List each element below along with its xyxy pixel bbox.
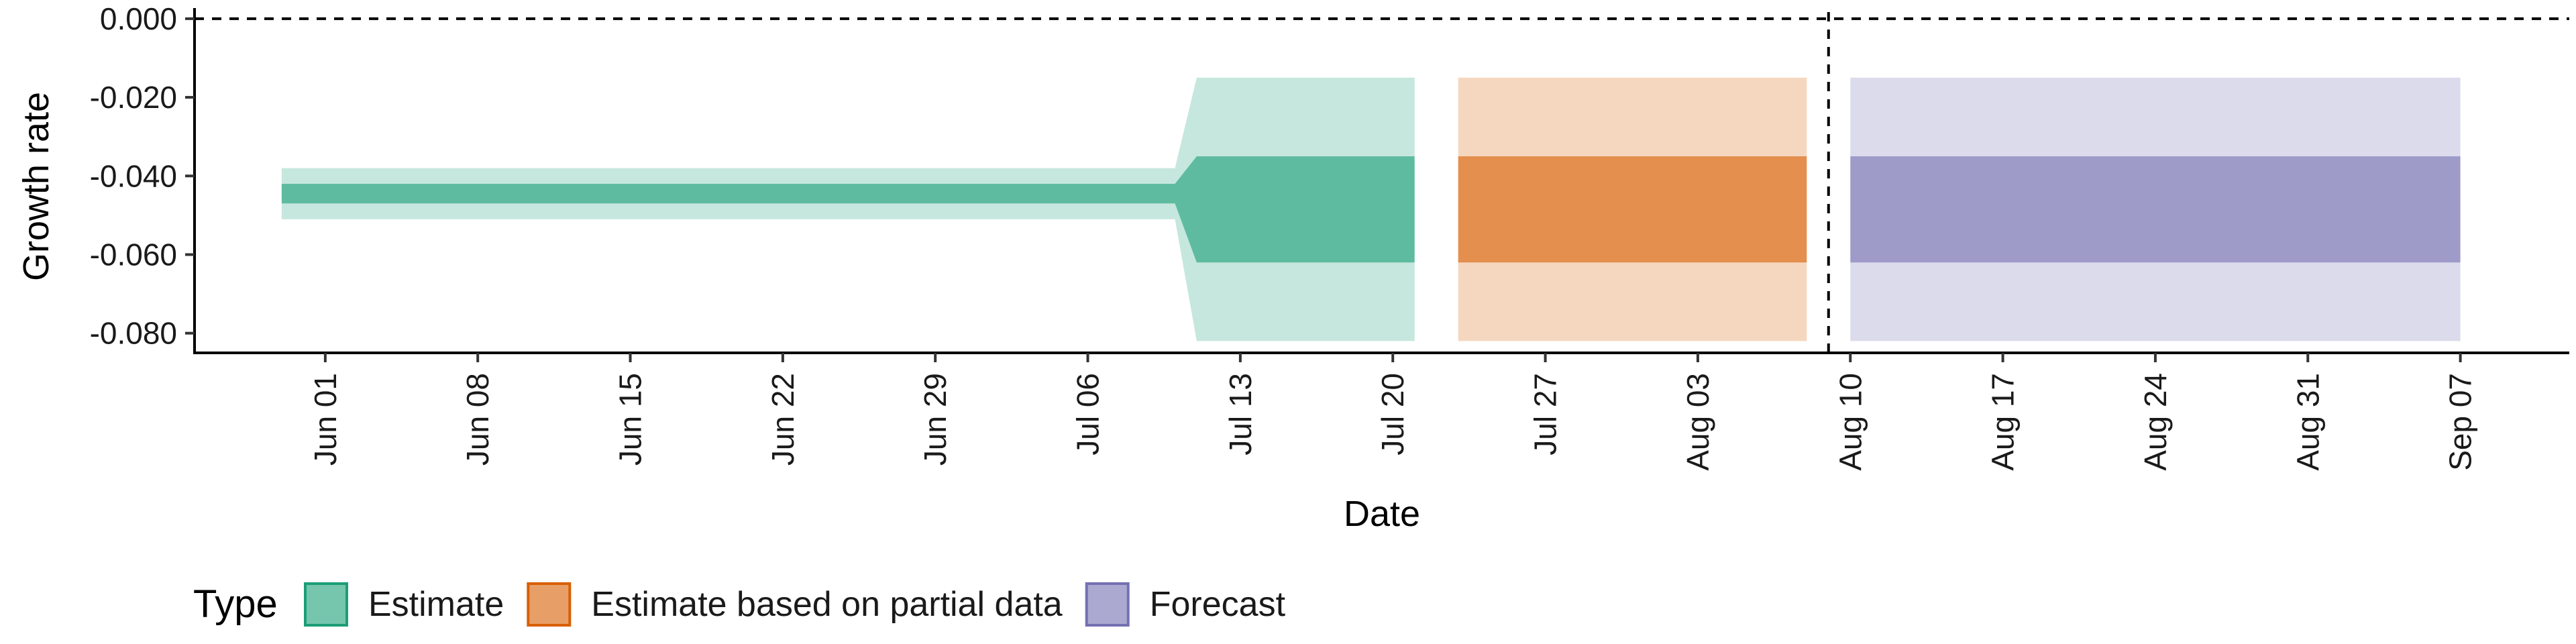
- legend-label-estimate-based-on-partial-data: Estimate based on partial data: [591, 585, 1063, 624]
- x-tick-label: Aug 31: [2290, 373, 2325, 471]
- x-tick-label: Jun 29: [918, 373, 953, 466]
- x-tick-label: Jul 20: [1375, 373, 1410, 455]
- legend-title: Type: [193, 582, 278, 626]
- band-inner-estimate: [281, 156, 1415, 263]
- y-axis-title: Growth rate: [16, 92, 56, 281]
- x-tick-label: Jun 08: [460, 373, 495, 466]
- y-tick-label: 0.000: [100, 1, 177, 36]
- axes-layer: 0.000 -0.020 -0.040 -0.060 -0.080 Jun 01 Jun 0…: [90, 1, 2569, 471]
- legend-swatch-forecast: [1085, 582, 1130, 627]
- x-tick-label: Jun 01: [308, 373, 343, 466]
- y-tick-label: -0.040: [90, 158, 177, 193]
- x-tick-label: Aug 10: [1833, 373, 1868, 471]
- y-tick-label: -0.060: [90, 237, 177, 272]
- legend-label-estimate: Estimate: [368, 585, 504, 624]
- axis-titles-layer: Date Growth rate: [16, 92, 1420, 534]
- x-tick-label: Aug 24: [2138, 373, 2173, 471]
- legend-swatch-estimate-based-on-partial-data: [527, 582, 572, 627]
- band-inner-forecast: [1850, 156, 2461, 263]
- x-tick-label: Aug 03: [1680, 373, 1715, 471]
- y-tick-label: -0.080: [90, 316, 177, 351]
- legend: Type Estimate Estimate based on partial d…: [193, 582, 1286, 627]
- legend-swatch-estimate: [304, 582, 348, 627]
- x-tick-label: Sep 07: [2443, 373, 2478, 471]
- x-tick-label: Aug 17: [1986, 373, 2021, 471]
- band-inner-estimate-based-on-partial-data: [1458, 156, 1807, 263]
- x-tick-label: Jul 13: [1223, 373, 1258, 455]
- x-tick-label: Jul 06: [1071, 373, 1106, 455]
- x-tick-label: Jun 22: [765, 373, 800, 466]
- y-tick-label: -0.020: [90, 80, 177, 115]
- bands-layer: [281, 77, 2461, 341]
- band-outer-estimate: [281, 77, 1415, 341]
- x-axis-title: Date: [1344, 494, 1420, 534]
- legend-label-forecast: Forecast: [1150, 585, 1286, 624]
- x-tick-label: Jul 27: [1528, 373, 1563, 455]
- reference-lines-layer: [195, 12, 2569, 353]
- x-tick-label: Jun 15: [613, 373, 648, 466]
